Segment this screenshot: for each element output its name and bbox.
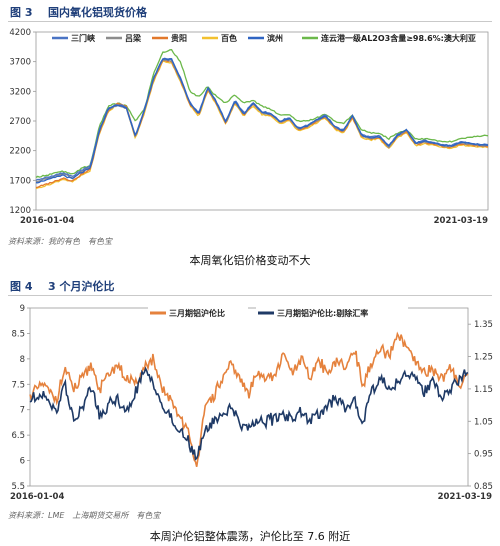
y-tick-label: 3700 xyxy=(9,58,31,68)
series-line-ratio xyxy=(29,331,469,467)
y-left-tick-label: 6 xyxy=(20,457,25,467)
legend-bg xyxy=(148,307,248,319)
x-tick-label-end: 2021-03-19 xyxy=(438,492,492,502)
y-left-tick-label: 8.5 xyxy=(11,329,25,339)
x-tick-label-start: 2016-01-04 xyxy=(10,492,64,502)
y-left-tick-label: 7.5 xyxy=(11,380,25,390)
x-tick-label-end: 2021-03-19 xyxy=(434,216,488,226)
legend-bg xyxy=(256,307,408,319)
figure2-header: 图 4 3 个月沪伦比 xyxy=(8,276,492,296)
shfe-lme-ratio-chart: 5.5 6 6.5 7 7.5 8 8.5 9 0.85 0.95 1.05 1.15 1.25 1.35… xyxy=(10,304,493,502)
figure2-title: 3 个月沪伦比 xyxy=(48,280,115,293)
legend-label-lvliang: 吕梁 xyxy=(125,33,142,43)
figure1-source: 资料来源：我的有色 有色宝 xyxy=(8,237,112,246)
legend-label-baise: 百色 xyxy=(221,33,237,43)
legend-label-binzhou: 滨州 xyxy=(267,33,283,43)
series-line-baise xyxy=(35,60,489,190)
y-right-tick-label: 1.25 xyxy=(474,353,493,363)
y-right-tick-label: 1.05 xyxy=(474,417,493,427)
figure2-caption: 本周沪伦铝整体震荡，沪伦比至 7.6 附近 xyxy=(149,530,351,543)
y-tick-label: 1700 xyxy=(9,176,31,186)
y-left-tick-label: 7 xyxy=(20,406,25,416)
alumina-price-chart: 1200 1700 2200 2700 3200 3700 4200 2016-01-04 20… xyxy=(9,28,489,226)
figure2-number: 图 4 xyxy=(10,280,33,293)
y-left-tick-label: 9 xyxy=(20,304,25,314)
y-right-tick-label: 0.95 xyxy=(474,450,493,460)
y-tick-label: 4200 xyxy=(9,28,31,38)
series-line-ratio_ex xyxy=(29,366,469,461)
x-tick-label-start: 2016-01-04 xyxy=(20,216,74,226)
figure1-header: 图 3 国内氧化铝现货价格 xyxy=(8,2,492,22)
figure1-caption: 本周氧化铝价格变动不大 xyxy=(189,254,311,267)
y-tick-label: 3200 xyxy=(9,87,31,97)
y-right-tick-label: 1.35 xyxy=(474,320,493,330)
y-left-tick-label: 5.5 xyxy=(11,482,25,492)
y-right-tick-label: 0.85 xyxy=(474,482,493,492)
figure1-title: 国内氧化铝现货价格 xyxy=(48,6,147,19)
series-line-lianyungang xyxy=(35,49,489,178)
legend-label-guiyang: 贵阳 xyxy=(171,33,187,43)
y-left-tick-label: 8 xyxy=(20,355,25,365)
y-tick-label: 1200 xyxy=(9,206,31,216)
y-tick-label: 2700 xyxy=(9,117,31,127)
legend-label-lianyungang: 连云港一级AL2O3含量≥98.6%:澳大利亚 xyxy=(321,33,476,43)
legend-label-ratio_ex: 三月期铝沪伦比:剔除汇率 xyxy=(277,308,368,318)
legend-label-ratio: 三月期铝沪伦比 xyxy=(169,308,225,318)
figure1-number: 图 3 xyxy=(10,6,33,19)
y-tick-label: 2200 xyxy=(9,147,31,157)
series-line-binzhou xyxy=(35,58,489,184)
y-left-tick-label: 6.5 xyxy=(11,431,25,441)
legend-label-sanmenxia: 三门峡 xyxy=(71,33,96,43)
figure2-source: 资料来源：LME 上海期货交易所 有色宝 xyxy=(8,511,161,520)
y-right-tick-label: 1.15 xyxy=(474,385,493,395)
